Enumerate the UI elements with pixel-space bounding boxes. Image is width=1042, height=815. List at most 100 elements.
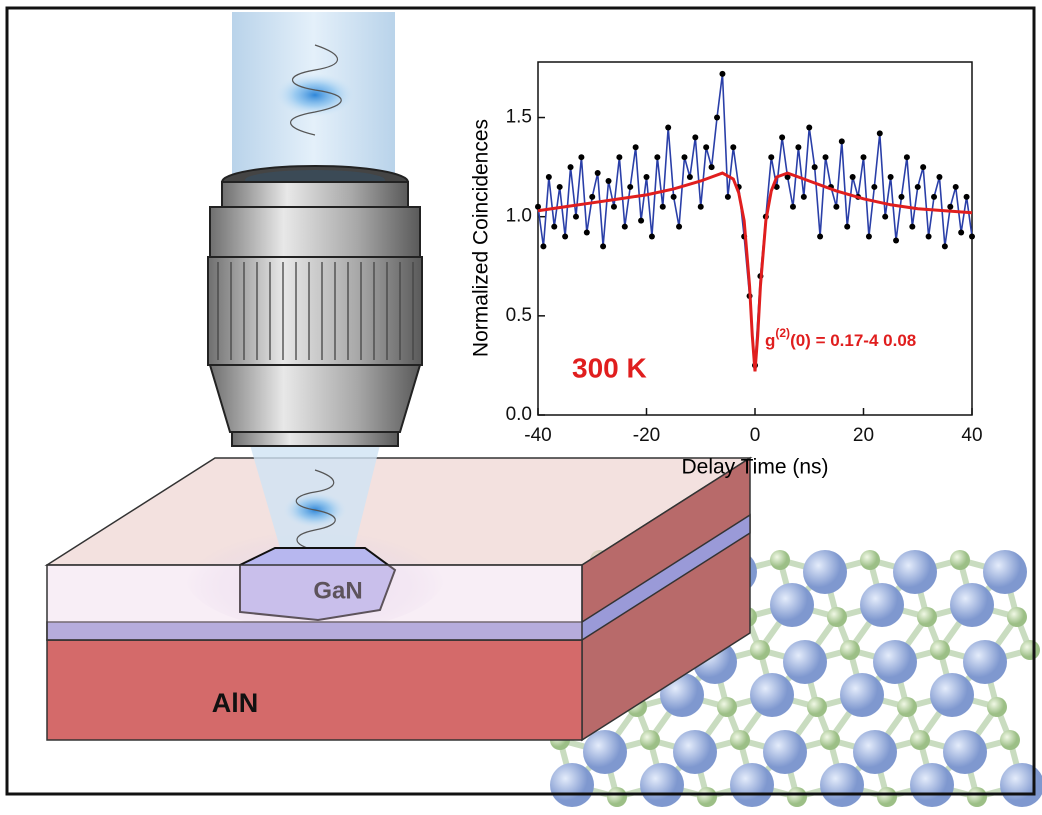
data-point [703,144,710,151]
data-point [724,193,731,200]
data-point [562,233,569,240]
data-point [941,243,948,250]
g2-sup: (2) [775,326,790,340]
atom [860,550,880,570]
x-axis-title: Delay Time (ns) [681,456,828,479]
data-point [632,144,639,151]
atom [827,607,847,627]
data-point [963,193,970,200]
x-tick-label: 0 [750,425,761,446]
aln-label: AlN [212,688,259,718]
atom [550,763,594,807]
data-point [551,223,558,230]
data-point [898,193,905,200]
atom [877,787,897,807]
data-point [833,203,840,210]
data-point [638,217,645,224]
cap-layer [46,564,583,641]
atom [583,730,627,774]
data-point [567,164,574,171]
atom [967,787,987,807]
atom [1007,607,1027,627]
data-point [903,154,910,161]
data-point [909,223,916,230]
atom [910,730,930,750]
data-point [686,174,693,181]
temperature-label: 300 K [572,352,647,383]
data-point [871,183,878,190]
data-point [822,154,829,161]
atom [950,583,994,627]
data-point [583,229,590,236]
x-tick-label: -20 [633,425,660,446]
data-point [535,203,541,210]
atom [750,640,770,660]
atom [840,640,860,660]
atom [763,730,807,774]
atom [697,787,717,807]
data-point [811,164,818,171]
data-point [670,193,677,200]
g2-base: g [765,331,775,350]
atom [770,583,814,627]
atom [750,673,794,717]
data-point [779,134,786,141]
data-point [556,183,563,190]
data-point [545,174,552,181]
atom [717,697,737,717]
data-point [600,243,607,250]
atom [950,550,970,570]
data-point [616,154,623,161]
data-point [849,174,856,181]
atom [987,697,1007,717]
data-point [893,237,900,244]
data-point [578,154,585,161]
data-point [865,233,872,240]
atom [840,673,884,717]
data-point [800,193,807,200]
chart: Normalized Coincidences Delay Time (ns) … [470,61,983,479]
data-point [920,164,927,171]
data-point [730,144,737,151]
g2-rest: (0) = 0.17-4 0.08 [790,331,916,350]
atom [783,640,827,684]
data-point [969,233,975,240]
atom [770,550,790,570]
data-point [692,134,699,141]
x-tick-label: 20 [853,425,874,446]
data-point [936,174,943,181]
lens-grip [207,256,423,366]
x-tick-label: 40 [961,425,982,446]
data-point [697,203,704,210]
data-point [605,177,612,184]
atom [893,550,937,594]
data-point [654,154,661,161]
data-point [876,130,883,137]
y-tick-label: 0.5 [506,305,532,326]
gan-crystal [239,547,397,622]
atom [730,763,774,807]
data-point [643,174,650,181]
data-point [681,154,688,161]
data-point [621,223,628,230]
data-point [947,203,954,210]
data-point [952,183,959,190]
data-point [806,124,813,131]
data-point [589,193,596,200]
data-point [789,203,796,210]
atom [673,730,717,774]
data-point [925,233,932,240]
data-point [795,144,802,151]
atom [820,763,864,807]
data-point [914,183,921,190]
data-point [594,170,601,177]
data-point [887,174,894,181]
lens-body [209,206,421,258]
atom [853,730,897,774]
data-point [882,213,889,220]
data-point [659,203,666,210]
wave [290,44,342,136]
wave-2 [295,469,336,551]
atom [1000,730,1020,750]
